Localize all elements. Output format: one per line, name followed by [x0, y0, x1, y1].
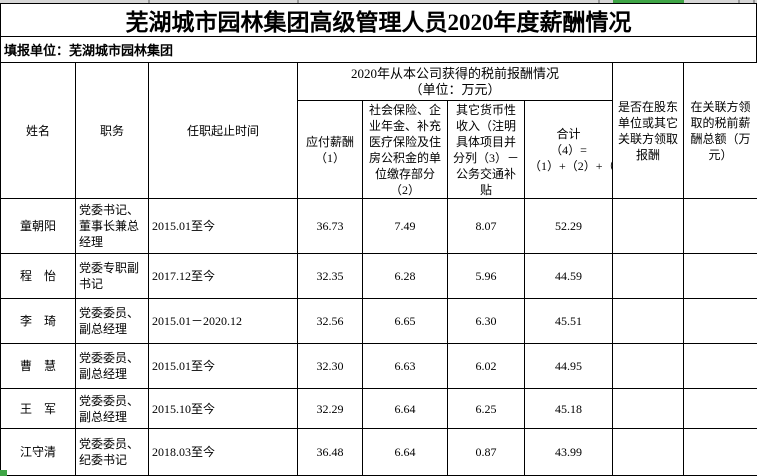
- cell-name: 程 怡: [0, 253, 76, 299]
- cell-related-amount: [683, 253, 757, 299]
- cell-total: 44.95: [523, 343, 614, 389]
- cell-related-flag: [612, 298, 685, 344]
- table-row: 程 怡 党委专职副书记 2017.12至今 32.35 6.28 5.96 44…: [0, 253, 757, 299]
- header-compensation-group: 2020年从本公司获得的税前报酬情况 （单位：万元）: [296, 62, 614, 101]
- cell-related-amount: [683, 298, 757, 344]
- cell-social: 7.49: [362, 198, 448, 254]
- cell-total: 45.18: [523, 388, 614, 429]
- cell-payable: 36.73: [297, 198, 363, 254]
- cell-name: 曹 慧: [0, 343, 76, 389]
- table-row: 王 军 党委委员、副总经理 2015.10至今 32.29 6.64 6.25 …: [0, 388, 757, 429]
- table-row: 江守清 党委委员、纪委书记 2018.03至今 36.48 6.64 0.87 …: [0, 428, 757, 476]
- cell-name: 童朝阳: [0, 198, 76, 254]
- cell-related-flag: [612, 388, 685, 429]
- cell-other: 6.02: [447, 343, 525, 389]
- cell-position: 党委委员、副总经理: [75, 343, 149, 389]
- cell-other: 8.07: [447, 198, 525, 254]
- table-row: 童朝阳 党委书记、董事长兼总经理 2015.01至今 36.73 7.49 8.…: [0, 198, 757, 254]
- cell-social: 6.63: [362, 343, 448, 389]
- cell-term: 2015.01至今: [148, 198, 298, 254]
- cell-position: 党委书记、董事长兼总经理: [75, 198, 149, 254]
- cell-related-amount: [683, 428, 757, 476]
- header-social-insurance: 社会保险、企业年金、补充医疗保险及住房公积金的单位缴存部分（2）: [362, 100, 448, 199]
- gridline-tick: [148, 0, 150, 3]
- cell-position: 党委委员、副总经理: [75, 298, 149, 344]
- cell-social: 6.64: [362, 428, 448, 476]
- cell-term: 2018.03至今: [148, 428, 298, 476]
- cell-name: 李 琦: [0, 298, 76, 344]
- cell-total: 52.29: [523, 198, 614, 254]
- header-term: 任职起止时间: [148, 62, 298, 199]
- cell-payable: 32.56: [297, 298, 363, 344]
- cell-name: 江守清: [0, 428, 76, 476]
- cell-related-flag: [612, 198, 685, 254]
- selection-corner-handle: [0, 470, 7, 476]
- cell-payable: 32.30: [297, 343, 363, 389]
- cell-other: 0.87: [447, 428, 525, 476]
- header-position: 职务: [75, 62, 149, 199]
- gridline-tick: [297, 0, 299, 3]
- cell-total: 44.59: [523, 253, 614, 299]
- cell-term: 2017.12至今: [148, 253, 298, 299]
- header-total: 合计 （4）=（1）+（2）+（3）: [523, 100, 614, 199]
- column-selection-highlight: [613, 0, 684, 3]
- gridline-tick: [738, 0, 740, 3]
- cell-related-amount: [683, 343, 757, 389]
- cell-total: 43.99: [523, 428, 614, 476]
- spreadsheet-gridline-strip: [0, 0, 757, 3]
- cell-payable: 32.35: [297, 253, 363, 299]
- cell-position: 党委委员、纪委书记: [75, 428, 149, 476]
- cell-other: 6.25: [447, 388, 525, 429]
- cell-term: 2015.01至今: [148, 343, 298, 389]
- cell-term: 2015.01－2020.12: [148, 298, 298, 344]
- reporting-unit-label: 填报单位：芜湖城市园林集团: [0, 37, 757, 62]
- header-other-income: 其它货币性收入（注明具体项目并分列（3）－公务交通补贴: [447, 100, 525, 199]
- cell-position: 党委委员、副总经理: [75, 388, 149, 429]
- cell-related-flag: [612, 428, 685, 476]
- cell-other: 6.30: [447, 298, 525, 344]
- cell-social: 6.64: [362, 388, 448, 429]
- cell-social: 6.28: [362, 253, 448, 299]
- cell-related-amount: [683, 388, 757, 429]
- cell-total: 45.51: [523, 298, 614, 344]
- header-payable: 应付薪酬 （1）: [297, 100, 363, 199]
- page-title: 芜湖城市园林集团高级管理人员2020年度薪酬情况: [0, 3, 757, 37]
- header-related-amount: 在关联方领取的税前薪酬总额（万元）: [683, 62, 757, 199]
- header-name: 姓名: [0, 62, 76, 199]
- header-related-flag: 是否在股东单位或其它关联方领取报酬: [612, 62, 685, 199]
- cell-other: 5.96: [447, 253, 525, 299]
- cell-social: 6.65: [362, 298, 448, 344]
- cell-related-flag: [612, 253, 685, 299]
- cell-related-flag: [612, 343, 685, 389]
- header-row-group: 姓名 职务 任职起止时间 2020年从本公司获得的税前报酬情况 （单位：万元） …: [0, 62, 757, 199]
- cell-related-amount: [683, 198, 757, 254]
- table-row: 曹 慧 党委委员、副总经理 2015.01至今 32.30 6.63 6.02 …: [0, 343, 757, 389]
- cell-payable: 32.29: [297, 388, 363, 429]
- cell-position: 党委专职副书记: [75, 253, 149, 299]
- cell-term: 2015.10至今: [148, 388, 298, 429]
- cell-name: 王 军: [0, 388, 76, 429]
- table-row: 李 琦 党委委员、副总经理 2015.01－2020.12 32.56 6.65…: [0, 298, 757, 344]
- cell-payable: 36.48: [297, 428, 363, 476]
- header-row-sub: 应付薪酬 （1） 社会保险、企业年金、补充医疗保险及住房公积金的单位缴存部分（2…: [1, 100, 757, 199]
- gridline-tick: [598, 0, 600, 3]
- salary-table: 姓名 职务 任职起止时间 2020年从本公司获得的税前报酬情况 （单位：万元） …: [0, 62, 757, 476]
- gridline-tick: [753, 0, 755, 3]
